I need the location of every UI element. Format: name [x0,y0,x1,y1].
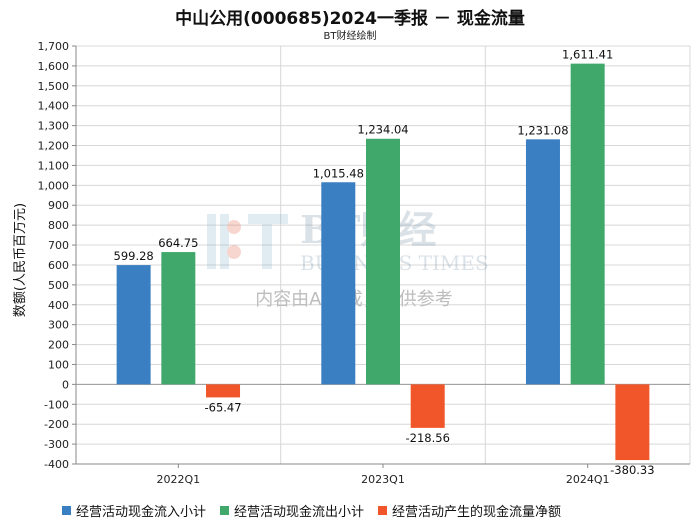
data-label: 1,015.48 [313,166,364,180]
y-tick-label: 1,200 [38,140,70,153]
legend-item-outflow: 经营活动现金流出小计 [220,501,364,520]
bar [206,384,241,398]
chart-title: 中山公用(000685)2024一季报 － 现金流量 [175,9,525,29]
bars [116,63,650,461]
data-label: 1,234.04 [357,123,408,137]
bar [525,139,560,385]
legend-swatch-inflow [62,506,71,515]
x-tick-label: 2023Q1 [361,473,405,486]
legend-label-net: 经营活动产生的现金流量净额 [392,505,562,520]
bar [321,182,356,385]
y-tick-label: 600 [48,259,69,272]
y-tick-label: 800 [48,219,69,232]
legend-item-inflow: 经营活动现金流入小计 [62,501,206,520]
y-tick-label: 300 [48,319,69,332]
y-tick-label: 1,600 [38,60,70,73]
y-tick-label: 1,000 [38,179,70,192]
data-labels: 599.28 1,015.48 1,231.08 664.75 1,234.04 1,61… [114,48,655,477]
y-tick-label: 200 [48,339,69,352]
legend-swatch-net [378,506,388,515]
bar [161,252,196,385]
data-label: -380.33 [610,463,654,477]
data-label: 599.28 [114,249,154,263]
y-tick-label: -100 [44,398,69,411]
y-tick-label: -200 [44,418,69,431]
y-tick-label: 1,100 [38,159,70,172]
legend-swatch-outflow [220,506,230,515]
bar [615,384,650,461]
legend-label-outflow: 经营活动现金流出小计 [234,505,365,520]
y-tick-label: 1,500 [38,80,70,93]
legend: 经营活动现金流入小计 经营活动现金流出小计 经营活动产生的现金流量净额 [62,501,561,520]
y-axis-label: 数额(人民币百万元) [13,203,28,317]
y-tick-label: 900 [48,199,69,212]
bar [410,384,445,428]
data-label: 1,231.08 [517,123,568,137]
data-label: 1,611.41 [562,48,613,62]
bar [366,138,400,385]
y-tick-label: -300 [44,438,69,451]
y-tick-label: 500 [48,279,69,292]
y-tick-label: -400 [44,458,69,471]
y-tick-label: 700 [48,239,69,252]
y-tick-label: 0 [62,378,69,391]
x-tick-label: 2024Q1 [566,473,610,486]
data-label: -218.56 [406,431,450,445]
y-tick-label: 1,300 [38,120,70,133]
y-tick-label: 400 [48,299,69,312]
y-tick-label: 1,700 [38,40,70,53]
data-label: -65.47 [204,400,241,414]
bar [116,265,151,385]
legend-label-inflow: 经营活动现金流入小计 [76,505,207,520]
y-tick-label: 1,400 [38,100,70,113]
chart-subtitle: BT财经绘制 [323,31,377,42]
data-label: 664.75 [158,236,198,250]
legend-item-net: 经营活动产生的现金流量净额 [378,501,561,520]
y-tick-label: 100 [48,358,69,371]
bar [570,63,605,385]
x-tick-label: 2022Q1 [157,473,201,486]
